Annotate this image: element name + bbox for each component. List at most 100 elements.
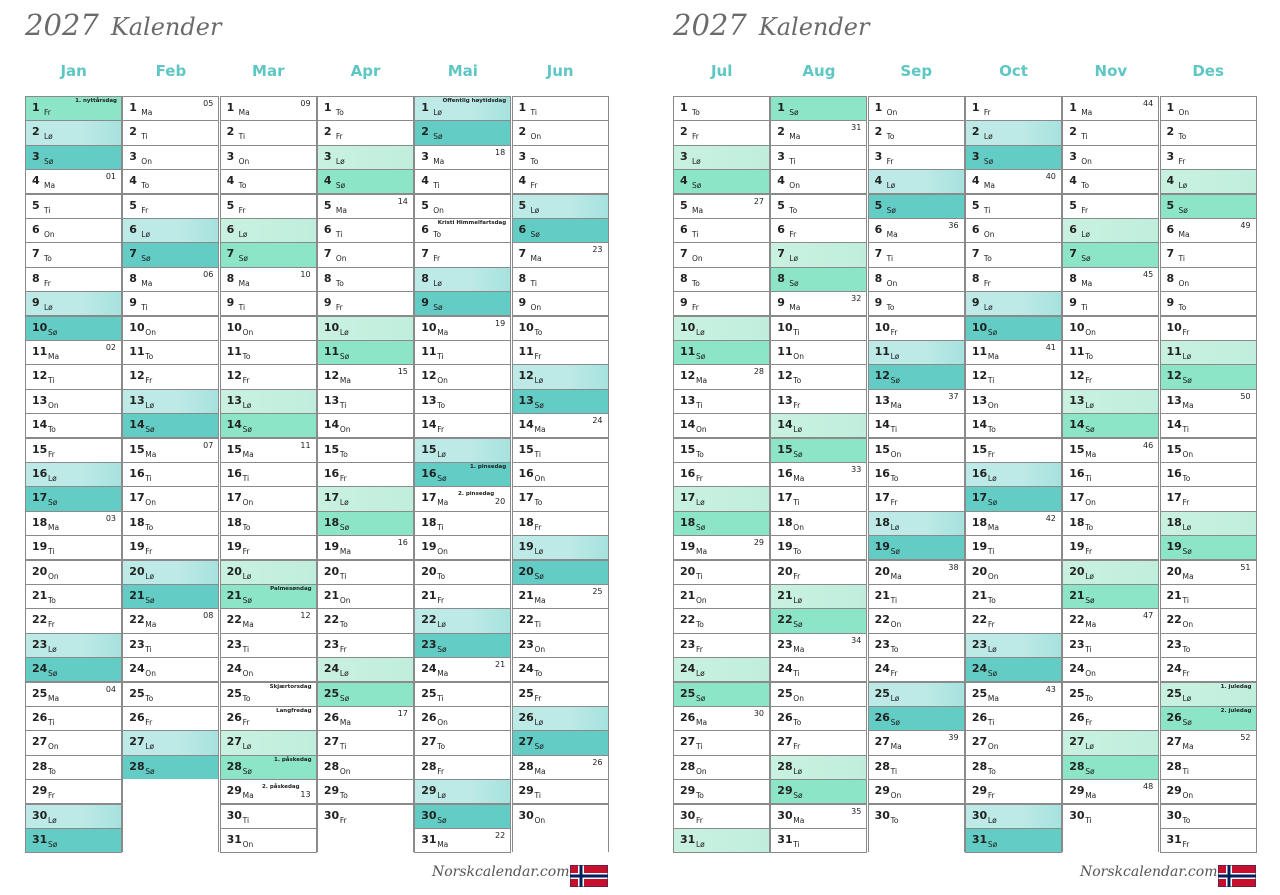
day-cell[interactable]: 18 Ti bbox=[414, 510, 512, 537]
day-cell[interactable]: 1 On bbox=[867, 96, 965, 122]
day-cell[interactable]: 13 Fr bbox=[770, 388, 868, 415]
day-cell[interactable]: 25 Fr bbox=[511, 681, 609, 707]
day-cell[interactable]: 3 Ma 18 bbox=[414, 144, 512, 171]
day-cell[interactable]: 11 To bbox=[219, 340, 317, 366]
day-cell[interactable]: 13 Lø bbox=[1062, 388, 1160, 415]
day-cell[interactable]: 28 Sø 1. påskedag bbox=[219, 754, 317, 781]
day-cell[interactable]: 28 Ti bbox=[867, 754, 965, 781]
day-cell[interactable]: 9 Ma 32 bbox=[770, 291, 868, 317]
day-cell[interactable]: 6 Sø bbox=[511, 218, 609, 244]
day-cell[interactable]: 16 Lø bbox=[964, 462, 1062, 488]
day-cell[interactable]: 22 On bbox=[1159, 608, 1257, 634]
day-cell[interactable]: 22 Ma 12 bbox=[219, 608, 317, 634]
day-cell[interactable]: 30 Ti bbox=[219, 803, 317, 829]
day-cell[interactable]: 23 Fr bbox=[316, 632, 414, 659]
day-cell[interactable]: 3 Lø bbox=[673, 144, 770, 171]
day-cell[interactable]: 6 Lø bbox=[219, 218, 317, 244]
day-cell[interactable]: 10 Lø bbox=[316, 315, 414, 341]
day-cell[interactable]: 1 Ma 09 bbox=[219, 96, 317, 122]
day-cell[interactable]: 12 Fr bbox=[122, 364, 220, 390]
day-cell[interactable]: 8 Ti bbox=[511, 266, 609, 293]
day-cell[interactable]: 14 Ti bbox=[1159, 413, 1257, 439]
day-cell[interactable]: 11 On bbox=[770, 340, 868, 366]
day-cell[interactable]: 18 Lø bbox=[867, 510, 965, 537]
day-cell[interactable]: 17 Fr bbox=[867, 486, 965, 512]
day-cell[interactable]: 16 Fr bbox=[316, 462, 414, 488]
day-cell[interactable]: 16 Ma 33 bbox=[770, 462, 868, 488]
day-cell[interactable]: 28 Lø bbox=[770, 754, 868, 781]
day-cell[interactable]: 19 Fr bbox=[219, 535, 317, 561]
day-cell[interactable]: 25 To bbox=[1062, 681, 1160, 707]
day-cell[interactable]: 6 Lø bbox=[1062, 218, 1160, 244]
day-cell[interactable]: 18 Lø bbox=[1159, 510, 1257, 537]
day-cell[interactable]: 14 Sø bbox=[1062, 413, 1160, 439]
day-cell[interactable]: 12 Ti bbox=[25, 364, 122, 390]
day-cell[interactable]: 4 To bbox=[219, 169, 317, 195]
day-cell[interactable]: 23 Lø bbox=[25, 632, 122, 659]
day-cell[interactable]: 18 Fr bbox=[511, 510, 609, 537]
day-cell[interactable]: 20 Ti bbox=[316, 559, 414, 585]
day-cell[interactable]: 30 Ma 35 bbox=[770, 803, 868, 829]
day-cell[interactable]: 1 Ti bbox=[511, 96, 609, 122]
day-cell[interactable]: 16 Fr bbox=[673, 462, 770, 488]
day-cell[interactable]: 6 Ma 36 bbox=[867, 218, 965, 244]
day-cell[interactable]: 2 Ti bbox=[219, 120, 317, 146]
day-cell[interactable]: 7 Ti bbox=[1159, 242, 1257, 268]
day-cell[interactable]: 25 Lø 1. juledag bbox=[1159, 681, 1257, 707]
day-cell[interactable]: 11 Ma 02 bbox=[25, 340, 122, 366]
day-cell[interactable]: 22 Ti bbox=[511, 608, 609, 634]
day-cell[interactable]: 9 Fr bbox=[673, 291, 770, 317]
day-cell[interactable]: 26 Ti bbox=[25, 706, 122, 732]
day-cell[interactable]: 30 Fr bbox=[316, 803, 414, 829]
day-cell[interactable]: 25 Ma 04 bbox=[25, 681, 122, 707]
day-cell[interactable]: 12 Ti bbox=[964, 364, 1062, 390]
day-cell[interactable]: 28 To bbox=[25, 754, 122, 781]
day-cell[interactable]: 29 To bbox=[316, 779, 414, 805]
day-cell[interactable]: 2 To bbox=[1159, 120, 1257, 146]
day-cell[interactable]: 20 Lø bbox=[122, 559, 220, 585]
day-cell[interactable]: 10 On bbox=[122, 315, 220, 341]
day-cell[interactable]: 24 Ma 21 bbox=[414, 657, 512, 683]
day-cell[interactable]: 21 Sø Palmesøndag bbox=[219, 584, 317, 610]
day-cell[interactable]: 15 On bbox=[867, 437, 965, 463]
day-cell[interactable]: 23 Ti bbox=[219, 632, 317, 659]
day-cell[interactable]: 29 Ti bbox=[511, 779, 609, 805]
day-cell[interactable]: 19 Lø bbox=[511, 535, 609, 561]
day-cell[interactable]: 6 On bbox=[25, 218, 122, 244]
day-cell[interactable]: 18 Ma 42 bbox=[964, 510, 1062, 537]
day-cell[interactable]: 10 Sø bbox=[964, 315, 1062, 341]
day-cell[interactable]: 2 Lø bbox=[964, 120, 1062, 146]
day-cell[interactable]: 6 Ti bbox=[316, 218, 414, 244]
day-cell[interactable]: 21 On bbox=[673, 584, 770, 610]
day-cell[interactable]: 28 On bbox=[673, 754, 770, 781]
day-cell[interactable]: 18 Ma 03 bbox=[25, 510, 122, 537]
day-cell[interactable]: 29 Ma 48 bbox=[1062, 779, 1160, 805]
day-cell[interactable]: 26 Sø 2. juledag bbox=[1159, 706, 1257, 732]
day-cell[interactable]: 10 Ma 19 bbox=[414, 315, 512, 341]
day-cell[interactable]: 5 Fr bbox=[122, 193, 220, 219]
day-cell[interactable]: 30 Lø bbox=[964, 803, 1062, 829]
day-cell[interactable]: 9 On bbox=[511, 291, 609, 317]
day-cell[interactable]: 9 To bbox=[867, 291, 965, 317]
day-cell[interactable]: 16 Ti bbox=[122, 462, 220, 488]
day-cell[interactable]: 1 On bbox=[1159, 96, 1257, 122]
day-cell[interactable]: 21 Ma 25 bbox=[511, 584, 609, 610]
day-cell[interactable]: 31 Ma 22 bbox=[414, 828, 512, 854]
day-cell[interactable]: 3 To bbox=[511, 144, 609, 171]
day-cell[interactable]: 16 Ti bbox=[219, 462, 317, 488]
day-cell[interactable]: 6 Lø bbox=[122, 218, 220, 244]
day-cell[interactable]: 23 Ti bbox=[122, 632, 220, 659]
day-cell[interactable]: 27 Ti bbox=[316, 730, 414, 756]
day-cell[interactable]: 19 On bbox=[414, 535, 512, 561]
day-cell[interactable]: 27 Lø bbox=[1062, 730, 1160, 756]
day-cell[interactable]: 11 To bbox=[1062, 340, 1160, 366]
day-cell[interactable]: 20 To bbox=[414, 559, 512, 585]
day-cell[interactable]: 9 Fr bbox=[316, 291, 414, 317]
day-cell[interactable]: 14 Lø bbox=[770, 413, 868, 439]
day-cell[interactable]: 23 Lø bbox=[964, 632, 1062, 659]
day-cell[interactable]: 26 Ma 17 bbox=[316, 706, 414, 732]
day-cell[interactable]: 1 Ma 05 bbox=[122, 96, 220, 122]
day-cell[interactable]: 14 On bbox=[673, 413, 770, 439]
day-cell[interactable]: 5 To bbox=[770, 193, 868, 219]
day-cell[interactable]: 25 Sø bbox=[316, 681, 414, 707]
